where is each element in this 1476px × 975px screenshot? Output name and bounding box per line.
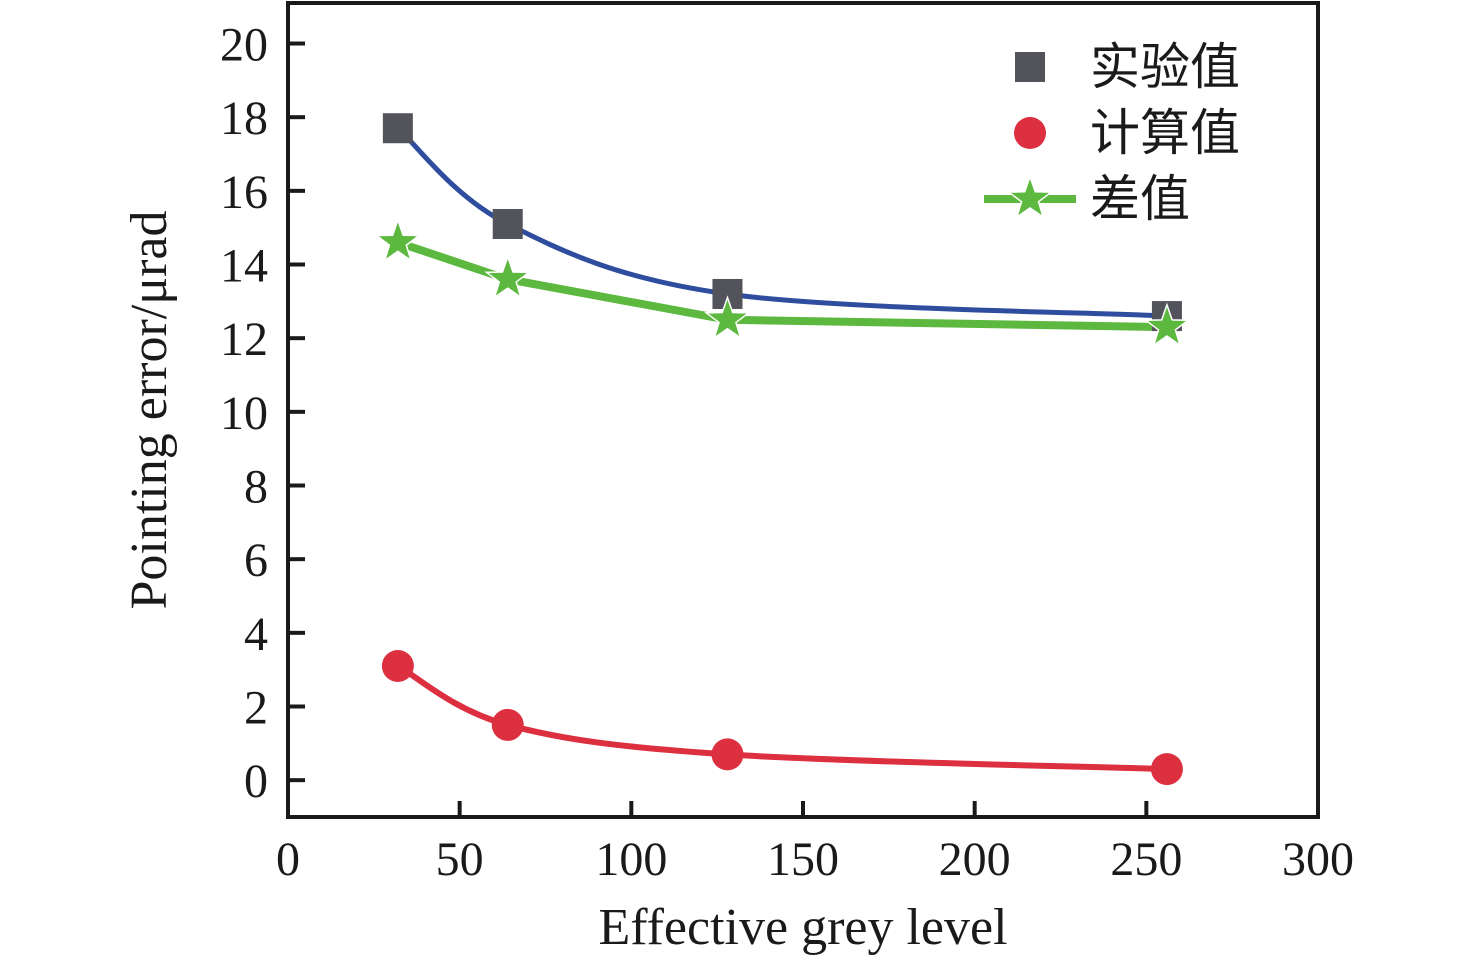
y-axis-title: Pointing error/μrad <box>121 210 178 610</box>
y-tick-label: 20 <box>220 19 268 72</box>
circle-marker <box>1014 117 1046 149</box>
legend-row-difference: 差值 <box>980 166 1240 232</box>
y-tick-label: 16 <box>220 166 268 219</box>
star-marker <box>1006 174 1054 219</box>
plot-frame <box>286 1 1320 819</box>
y-tick-label: 10 <box>220 387 268 440</box>
star-marker <box>1143 302 1191 348</box>
x-tick-label: 50 <box>436 833 484 886</box>
star-line-legend-marker <box>980 169 1080 229</box>
legend-label-calculated: 计算值 <box>1090 105 1240 161</box>
circle-marker <box>711 738 744 771</box>
circle-marker <box>491 708 524 741</box>
y-tick-label: 0 <box>244 755 268 808</box>
series-line-1 <box>394 662 1170 773</box>
legend: 实验值 计算值 差值 <box>980 34 1240 232</box>
square-marker <box>1015 52 1045 82</box>
circle-legend-marker <box>980 103 1080 163</box>
series-line-0 <box>395 125 1170 319</box>
star-marker <box>704 295 751 340</box>
square-legend-marker <box>980 37 1080 97</box>
star-marker <box>374 217 422 263</box>
y-tick-label: 12 <box>220 313 268 366</box>
legend-row-calculated: 计算值 <box>980 100 1240 166</box>
legend-row-experimental: 实验值 <box>980 34 1240 100</box>
x-tick-label: 0 <box>276 833 300 886</box>
circle-marker <box>1150 753 1183 786</box>
legend-label-difference: 差值 <box>1090 171 1190 227</box>
square-marker <box>492 208 523 239</box>
y-tick-label: 18 <box>220 92 268 145</box>
x-tick-label: 250 <box>1110 833 1182 886</box>
x-tick-label: 300 <box>1282 833 1354 886</box>
x-tick-label: 100 <box>595 833 667 886</box>
square-marker <box>382 113 413 144</box>
x-axis-title: Effective grey level <box>598 899 1008 956</box>
x-tick-label: 200 <box>939 833 1011 886</box>
legend-label-experimental: 实验值 <box>1090 39 1240 95</box>
y-tick-label: 2 <box>244 682 268 735</box>
series-line-2 <box>393 238 1171 332</box>
y-tick-label: 6 <box>244 534 268 587</box>
y-tick-label: 14 <box>220 240 268 293</box>
y-tick-label: 8 <box>244 461 268 514</box>
star-marker <box>484 254 532 300</box>
circle-marker <box>381 649 414 682</box>
y-tick-label: 4 <box>244 608 268 661</box>
x-tick-label: 150 <box>767 833 839 886</box>
